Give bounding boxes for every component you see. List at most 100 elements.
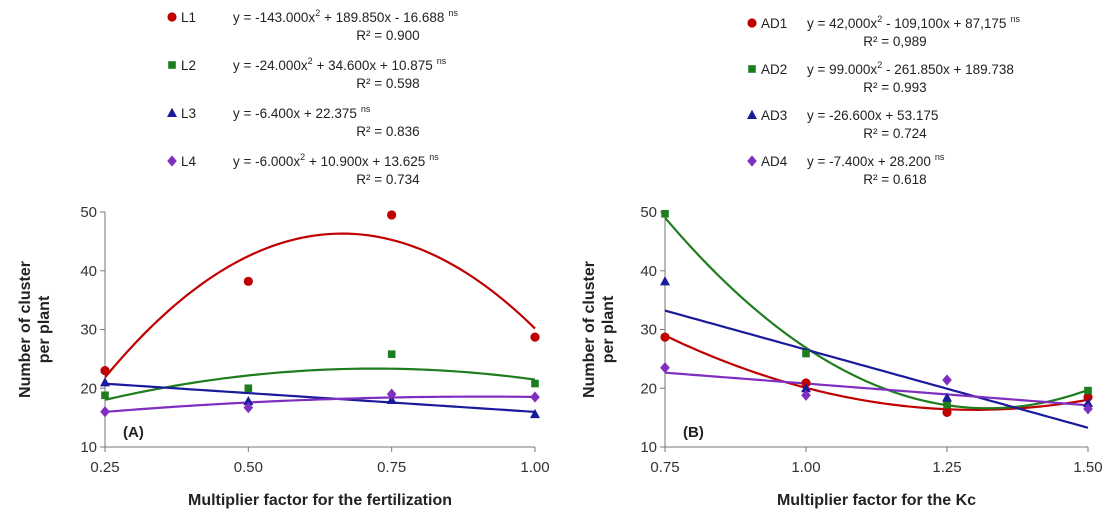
trendline-ad3 [665,309,1089,429]
y-tick-label: 30 [80,322,97,339]
x-tick-label: 0.50 [234,459,263,476]
point-l2 [531,379,539,388]
point-l1 [387,210,397,220]
legend-marker-l3 [167,107,177,117]
legend-entry-ad2: AD2 y = 99.000x2 - 261.850x + 189.738 R² =… [748,60,1014,95]
regression-equation: y = -143.000x2 + 189.850x - 16.688 ns [233,8,458,25]
y-axis-label: Number of cluster per plant [581,261,617,398]
regression-equation: y = 42,000x2 - 109,100x + 87,175 ns [807,14,1020,31]
point-l4 [100,406,110,418]
y-tick-label: 40 [640,263,657,280]
point-ad4 [1083,403,1093,415]
r-squared: R² = 0.993 [863,80,926,95]
equation-tail: + 34.600x + 10.875 [313,58,433,73]
exponent: 2 [308,56,313,66]
point-l4 [530,391,540,403]
trendline-l2 [105,367,536,401]
legend-entry-ad3: AD3 y = -26.600x + 53.175 R² = 0.724 [747,108,938,141]
point-l2 [387,350,396,358]
legend-marker-ad4 [747,155,757,167]
point-ad1 [801,378,811,388]
equation-tail: - 261.850x + 189.738 [882,62,1014,77]
legend-entry-l1: L1 y = -143.000x2 + 189.850x - 16.688 ns R²… [167,8,458,43]
y-tick-label: 10 [80,439,97,456]
equation-text: y = -6.400x + 22.375 [233,106,357,121]
legend-series-name: AD4 [761,154,788,169]
equation-text: y = -143.000x [233,10,315,25]
equation-tail: + 10.900x + 13.625 [305,154,425,169]
y-tick-label: 50 [80,204,97,221]
r-squared: R² = 0.734 [356,172,420,187]
legend-entry-l2: L2 y = -24.000x2 + 34.600x + 10.875 ns R² =… [168,56,447,91]
point-ad3 [1083,397,1093,407]
point-ad4 [942,374,952,386]
x-tick-label: 0.25 [90,459,119,476]
equation-text: y = -24.000x [233,58,308,73]
regression-equation: y = 99.000x2 - 261.850x + 189.738 [807,60,1014,77]
trendline-l4 [105,395,536,413]
point-ad2 [802,349,810,358]
x-tick-label: 0.75 [377,459,406,476]
panel-label: (B) [683,424,704,441]
legend-entry-l4: L4 y = -6.000x2 + 10.900x + 13.625 ns R² = … [167,152,439,187]
equation-text: y = -7.400x + 28.200 [807,154,931,169]
equation-text: y = 42,000x [807,16,877,31]
trendline-ad1 [665,334,1089,411]
significance-label: ns [935,152,945,162]
panel-label: (A) [123,424,144,441]
legend-marker-l1 [167,12,177,22]
r-squared: R² = 0.900 [356,28,419,43]
legend-entry-ad4: AD4 y = -7.400x + 28.200 ns R² = 0.618 [747,152,945,187]
y-axis-label: Number of cluster per plant [17,261,53,398]
significance-label: ns [361,104,371,114]
point-l4 [386,388,397,400]
y-axis-label-line1: Number of cluster [581,261,598,398]
r-squared: R² = 0.598 [356,76,419,91]
trendline-ad2 [665,216,1089,410]
significance-label: ns [437,56,447,66]
exponent: 2 [315,8,320,18]
trendline-l3 [105,382,536,413]
legend-marker-ad2 [748,65,756,73]
legend-series-name: L2 [181,58,196,73]
exponent: 2 [877,60,882,70]
regression-equation: y = -26.600x + 53.175 [807,108,938,123]
point-ad3 [801,383,811,393]
point-ad1 [660,332,670,342]
r-squared: R² = 0.724 [863,126,927,141]
legend-series-name: AD3 [761,108,787,123]
y-tick-label: 50 [640,204,657,221]
equation-text: y = -26.600x + 53.175 [807,108,938,123]
r-squared: R² = 0.836 [356,124,419,139]
equation-text: y = 99.000x [807,62,877,77]
point-ad1 [942,407,952,417]
regression-equation: y = -6.400x + 22.375 ns [233,104,371,121]
y-tick-label: 20 [640,380,657,397]
x-tick-label: 1.00 [520,459,549,476]
trendline-ad4 [665,371,1089,407]
point-ad4 [660,362,670,374]
legend-marker-l2 [168,61,176,69]
equation-text: y = -6.000x [233,154,300,169]
y-tick-label: 20 [80,380,97,397]
legend-series-name: L1 [181,10,196,25]
legend-marker-l4 [167,155,177,167]
point-l1 [243,276,253,286]
r-squared: R² = 0.618 [863,172,926,187]
y-tick-label: 40 [80,263,97,280]
y-axis-label-line2: per plant [600,295,617,363]
y-axis-label-line1: Number of cluster [17,261,34,398]
regression-equation: y = -7.400x + 28.200 ns [807,152,945,169]
equation-tail: + 189.850x - 16.688 [320,10,444,25]
legend-marker-ad3 [747,109,757,119]
equation-tail: - 109,100x + 87,175 [882,16,1006,31]
x-tick-label: 1.50 [1073,459,1102,476]
point-l3 [530,408,540,419]
point-ad2 [661,209,669,218]
significance-label: ns [1010,14,1020,24]
x-tick-label: 1.00 [791,459,820,476]
legend-entry-ad1: AD1 y = 42,000x2 - 109,100x + 87,175 ns R² … [747,14,1020,49]
legend-entry-l3: L3 y = -6.400x + 22.375 ns R² = 0.836 [167,104,420,139]
x-tick-label: 0.75 [650,459,679,476]
